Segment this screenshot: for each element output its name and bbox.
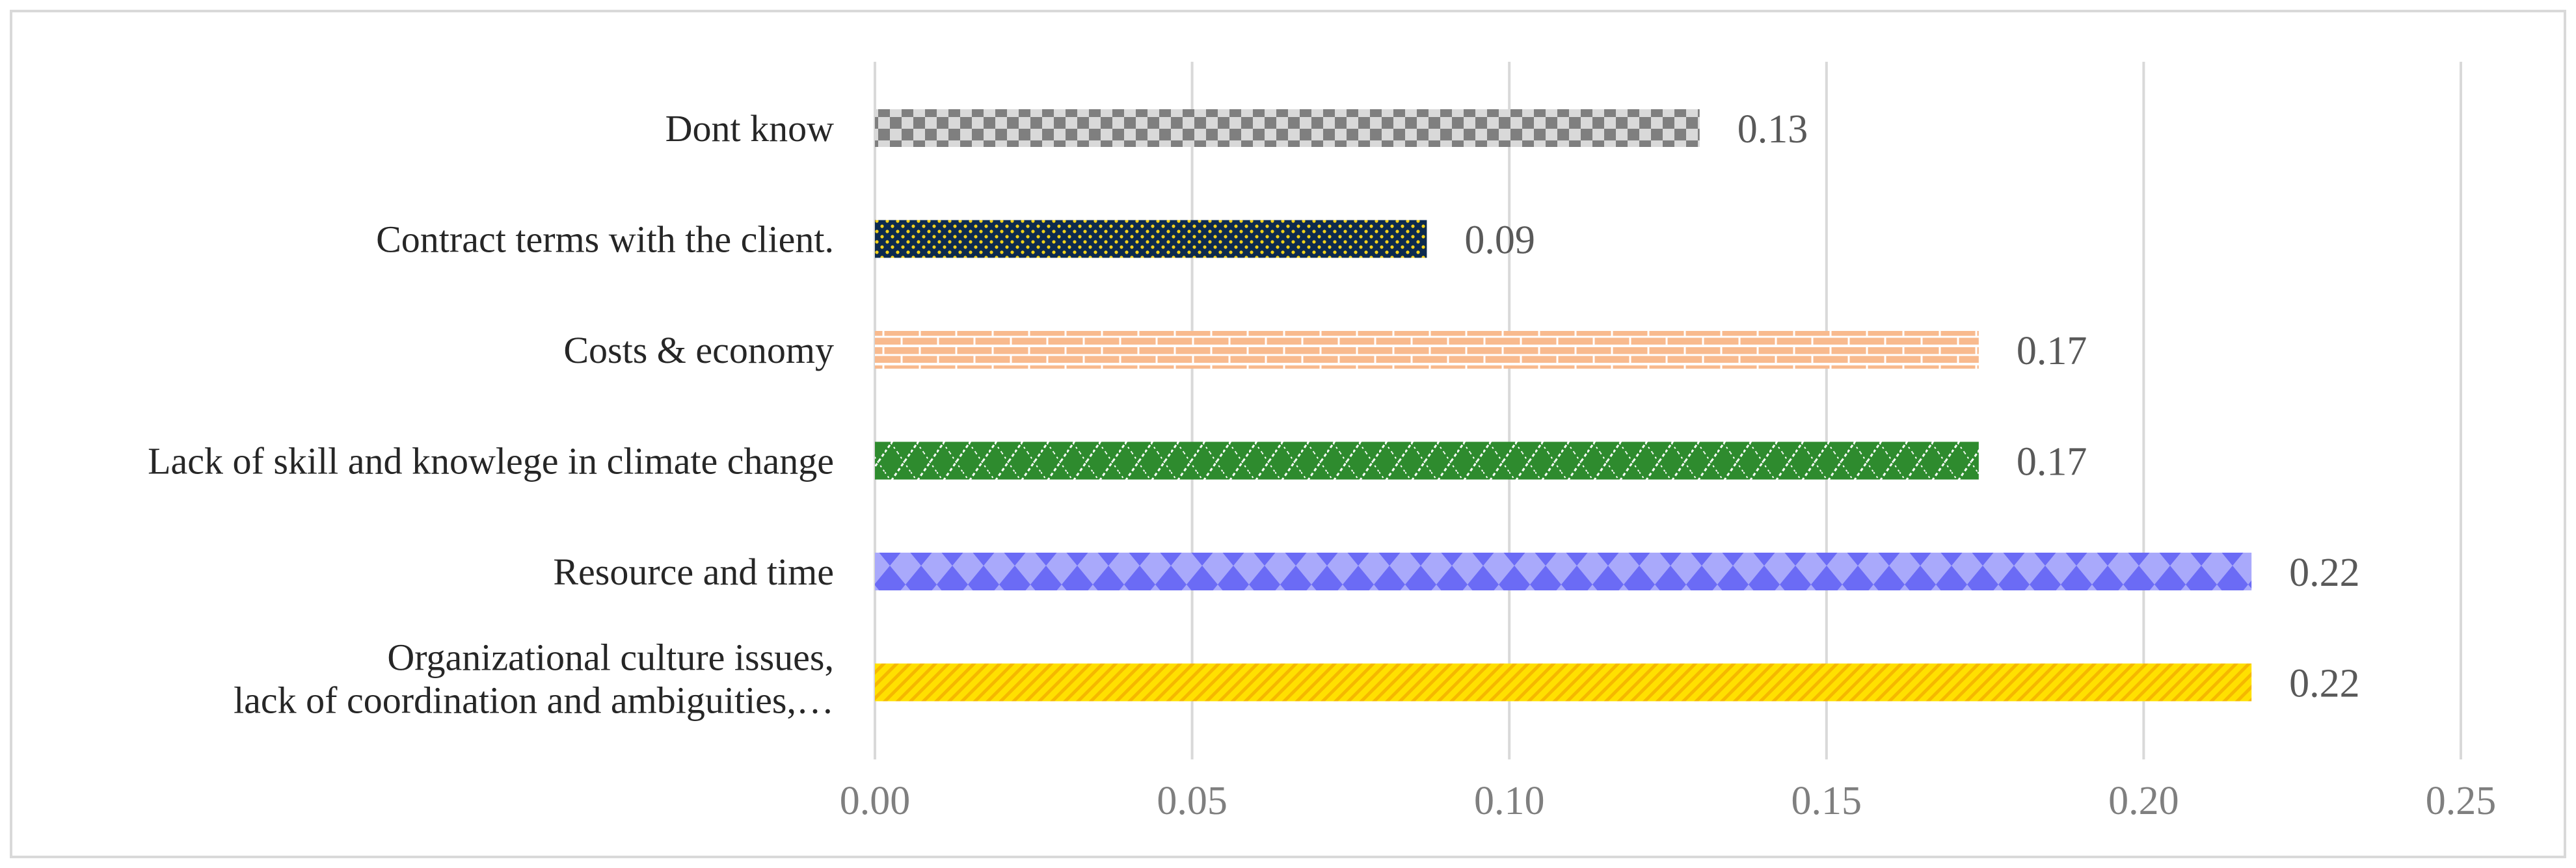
x-tick-label: 0.00 <box>840 779 911 823</box>
bar <box>875 553 2252 590</box>
bar <box>875 331 1979 369</box>
x-tick-label: 0.20 <box>2108 779 2179 823</box>
category-label: Dont know <box>665 107 835 150</box>
x-tick-label: 0.10 <box>1474 779 1545 823</box>
category-label: Resource and time <box>553 551 834 593</box>
data-label: 0.13 <box>1737 107 1808 151</box>
x-tick-label: 0.15 <box>1791 779 1862 823</box>
x-axis-ticks: 0.00 0.05 0.10 0.15 0.20 0.25 <box>840 779 2497 823</box>
chart-border <box>10 10 2566 858</box>
x-tick-label: 0.25 <box>2426 779 2497 823</box>
bar <box>875 663 2252 702</box>
category-label: Organizational culture issues, <box>387 637 834 679</box>
category-label: Costs & economy <box>563 329 834 371</box>
bars <box>875 109 2252 702</box>
category-label: Contract terms with the client. <box>376 218 834 261</box>
bar <box>875 220 1427 258</box>
value-labels: 0.13 0.09 0.17 0.17 0.22 0.22 <box>1464 107 2359 706</box>
data-label: 0.17 <box>2017 329 2087 373</box>
data-label: 0.22 <box>2289 662 2360 706</box>
data-label: 0.09 <box>1464 218 1535 263</box>
category-label: lack of coordination and ambiguities,… <box>234 679 834 722</box>
x-tick-label: 0.05 <box>1157 779 1228 823</box>
data-label: 0.17 <box>2017 440 2087 484</box>
category-labels: Dont know Contract terms with the client.… <box>148 107 834 722</box>
data-label: 0.22 <box>2289 551 2360 595</box>
gridlines <box>874 62 2462 759</box>
category-label: Lack of skill and knowlege in climate ch… <box>148 440 834 482</box>
bar <box>875 441 1979 480</box>
bar <box>875 109 1700 147</box>
